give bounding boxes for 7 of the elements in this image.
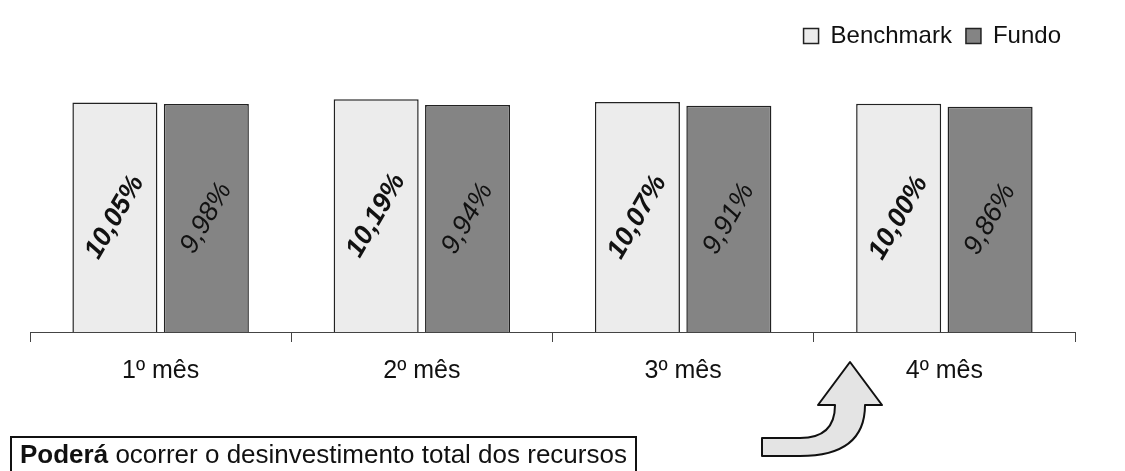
legend-label: Benchmark (830, 20, 953, 48)
legend-label: Fundo (992, 20, 1062, 48)
x-tick-label: 2º mês (383, 354, 461, 383)
x-tick-label: 1º mês (122, 354, 200, 383)
text: Poderá ocorrer o desinvestimento total dos recursos (20, 439, 627, 469)
x-tick-label: 4º mês (905, 354, 983, 383)
x-tick-label: 3º mês (644, 354, 722, 383)
